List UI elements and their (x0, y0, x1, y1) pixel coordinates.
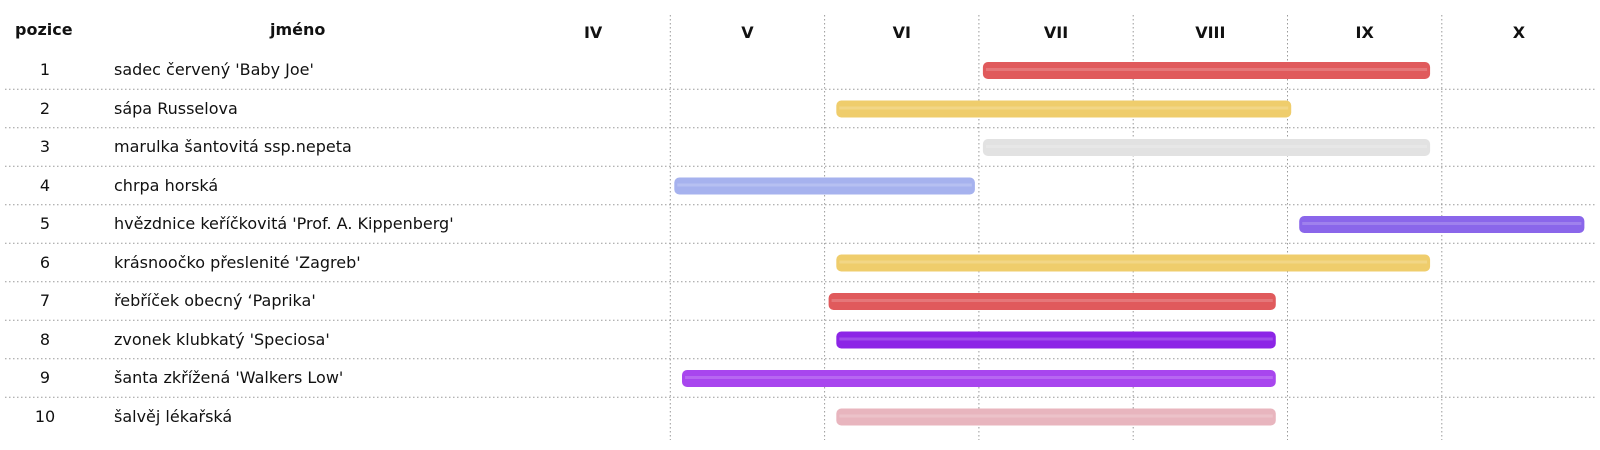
bloom-bar-texture (677, 183, 972, 187)
bloom-bar (674, 177, 975, 195)
row-plant-name: marulka šantovitá ssp.nepeta (114, 137, 352, 156)
row-position: 7 (39, 291, 51, 310)
row-position: 4 (39, 175, 51, 195)
bloom-bar-texture (839, 106, 1289, 110)
row-plant-name: sadec červený 'Baby Joe' (114, 60, 314, 79)
row-plant-name: sápa Russelova (114, 98, 238, 118)
bloom-bar (1299, 216, 1585, 233)
row-plant-name: hvězdnice keříčkovitá 'Prof. A. Kippenbe… (114, 214, 454, 233)
month-label-IV: IV (584, 23, 603, 42)
row-position: 5 (39, 214, 51, 233)
bloom-bar-texture (985, 145, 1428, 148)
row-plant-name: chrpa horská (114, 175, 219, 195)
bloom-bar-texture (985, 68, 1428, 71)
row-position: 2 (39, 98, 51, 118)
bloom-bar-texture (1302, 222, 1582, 225)
bloom-bar-texture (839, 414, 1273, 418)
bloom-bar (836, 254, 1431, 272)
row-plant-name: zvonek klubkatý 'Speciosa' (114, 329, 330, 349)
row-plant-name: šalvěj lékařská (114, 406, 233, 426)
header-position: pozice (15, 20, 73, 39)
bloom-bar-texture (831, 299, 1273, 302)
bloom-bar (836, 100, 1292, 118)
bloom-bar (836, 408, 1276, 426)
bloom-bar (836, 331, 1276, 349)
header-name: jméno (270, 20, 326, 39)
row-position: 9 (39, 368, 51, 387)
month-label-IX: IX (1356, 23, 1375, 42)
row-plant-name: krásnoočko přeslenité 'Zagreb' (114, 252, 361, 272)
bloom-bar (982, 62, 1431, 79)
month-label-V: V (741, 23, 754, 42)
row-position: 10 (34, 406, 56, 426)
row-position: 1 (39, 60, 51, 79)
bloom-bar (828, 293, 1276, 310)
row-position: 8 (39, 329, 51, 349)
month-label-X: X (1513, 23, 1526, 42)
month-label-VIII: VIII (1195, 23, 1225, 42)
bloom-bar (682, 370, 1276, 387)
row-position: 3 (39, 137, 51, 156)
row-plant-name: šanta zkřížená 'Walkers Low' (114, 368, 344, 387)
bloom-bar-texture (685, 376, 1273, 379)
row-plant-name: řebříček obecný ‘Paprika' (114, 291, 316, 310)
month-label-VI: VI (893, 23, 911, 42)
month-label-VII: VII (1044, 23, 1068, 42)
row-position: 6 (39, 252, 51, 272)
bloom-bar-texture (839, 260, 1428, 264)
bloom-bar-texture (839, 337, 1273, 341)
bloom-bar (982, 139, 1431, 156)
